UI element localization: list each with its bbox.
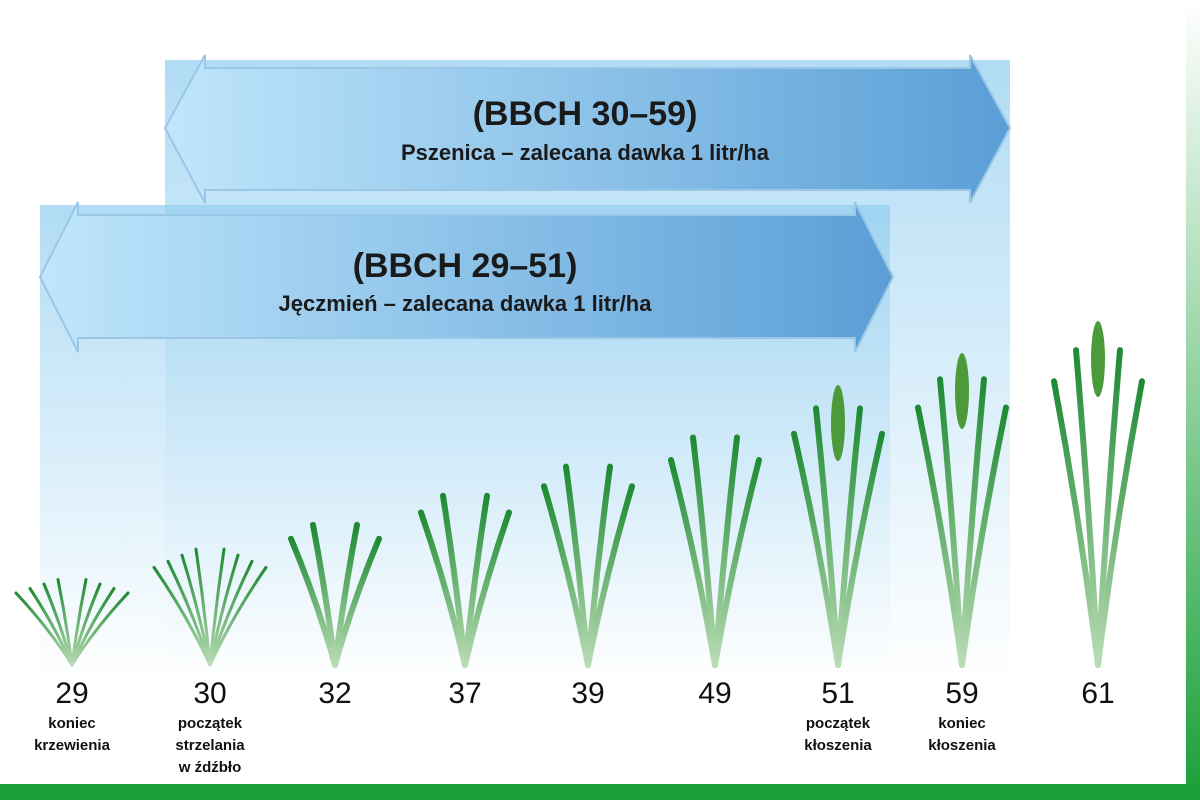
stage-label: koniec (48, 715, 96, 732)
arrow-title: (BBCH 30–59) (473, 95, 698, 133)
stage-code: 39 (571, 677, 604, 710)
plant-leaf (332, 535, 382, 668)
arrow-title: (BBCH 29–51) (353, 247, 578, 285)
plant-ear (955, 353, 969, 429)
wheat-arrow (163, 54, 1012, 204)
stage-label: kłoszenia (804, 737, 872, 754)
stage-label: kłoszenia (928, 737, 996, 754)
plant-leaf (959, 404, 1009, 668)
stage-label: w źdźbło (178, 759, 242, 776)
plant-ear (1091, 321, 1105, 397)
arrow-subtitle: Jęczmień – zalecana dawka 1 litr/ha (279, 291, 653, 316)
plant-leaf (1073, 347, 1101, 668)
stage-label: początek (806, 715, 871, 732)
plant-leaf (462, 509, 512, 668)
plant-leaf (208, 565, 268, 667)
stage-label: strzelania (175, 737, 245, 754)
stage-label: koniec (938, 715, 986, 732)
plant-leaf (1095, 378, 1145, 668)
stage-code: 32 (318, 677, 351, 710)
stage-code: 37 (448, 677, 481, 710)
side-bar (1186, 0, 1200, 800)
stage-code: 29 (55, 677, 88, 710)
bottom-bar (0, 784, 1200, 800)
plant-leaf (835, 430, 885, 668)
stage-code: 61 (1081, 677, 1114, 710)
plant-leaf (712, 457, 762, 668)
stage-label: początek (178, 715, 243, 732)
plant-leaf (70, 591, 130, 667)
stage-code: 51 (821, 677, 854, 710)
plant-ear (831, 385, 845, 461)
stage-code: 59 (945, 677, 978, 710)
plant-leaf (585, 483, 635, 668)
arrow-subtitle: Pszenica – zalecana dawka 1 litr/ha (401, 140, 770, 165)
stage-label: krzewienia (34, 737, 111, 754)
stage-code: 30 (193, 677, 226, 710)
barley-arrow (38, 201, 895, 353)
stage-code: 49 (698, 677, 731, 710)
